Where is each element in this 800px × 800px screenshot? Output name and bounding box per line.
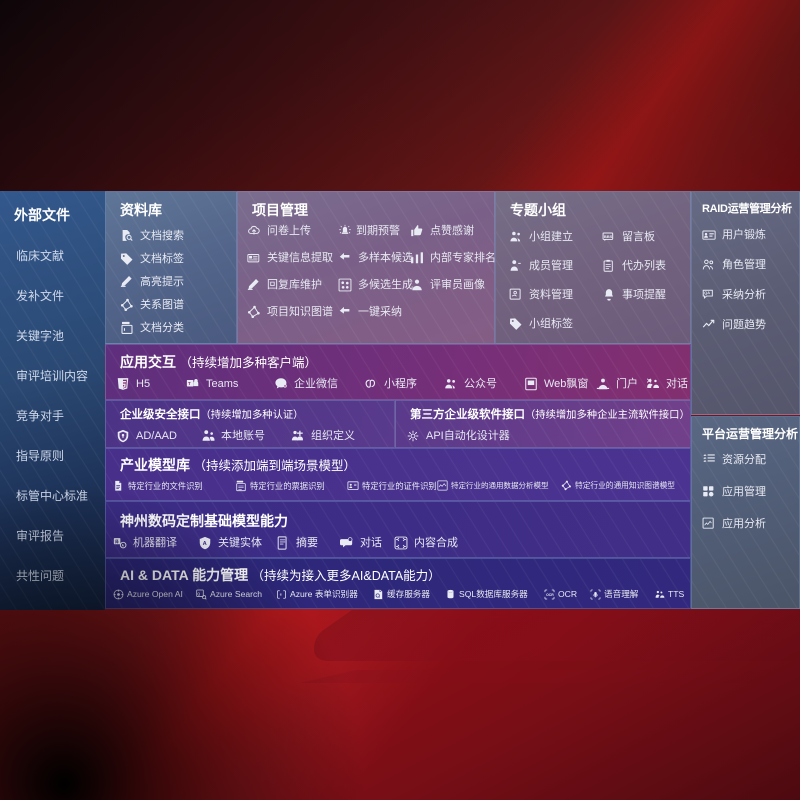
svg-text:OCR: OCR — [546, 593, 554, 597]
svg-text:T: T — [188, 381, 191, 387]
svg-text:A: A — [122, 543, 125, 547]
svg-text:QA: QA — [704, 291, 710, 295]
svg-text:e: e — [280, 593, 282, 597]
svg-text:BBS: BBS — [604, 234, 613, 239]
svg-text:Q: Q — [197, 592, 200, 596]
svg-text:A: A — [203, 541, 207, 547]
svg-text:译: 译 — [115, 538, 119, 544]
